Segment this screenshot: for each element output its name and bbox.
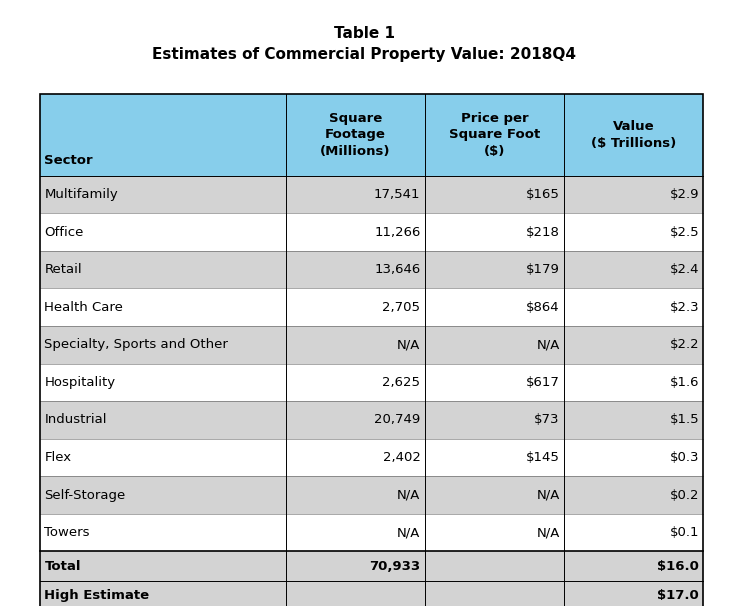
Text: 2,705: 2,705 [383,301,421,314]
Text: 11,266: 11,266 [374,225,421,239]
Text: N/A: N/A [537,338,560,351]
Text: Industrial: Industrial [44,413,107,427]
Text: $2.2: $2.2 [669,338,699,351]
Bar [40,364,703,401]
Text: $0.3: $0.3 [670,451,699,464]
Text: 70,933: 70,933 [370,559,421,573]
Text: Specialty, Sports and Other: Specialty, Sports and Other [44,338,228,351]
Bar [40,551,703,581]
Text: N/A: N/A [397,488,421,502]
Bar [40,176,703,213]
Text: Sector: Sector [44,155,93,167]
Text: Hospitality: Hospitality [44,376,116,389]
Text: Towers: Towers [44,526,90,539]
Text: 2,402: 2,402 [383,451,421,464]
Bar [40,581,703,606]
Text: Estimates of Commercial Property Value: 2018Q4: Estimates of Commercial Property Value: … [152,47,577,62]
Text: High Estimate: High Estimate [44,588,149,602]
Bar [40,251,703,288]
Text: Square
Footage
(Millions): Square Footage (Millions) [320,112,391,158]
Text: $17.0: $17.0 [658,588,699,602]
Text: Flex: Flex [44,451,71,464]
Text: N/A: N/A [537,526,560,539]
Text: $1.5: $1.5 [669,413,699,427]
Text: N/A: N/A [397,338,421,351]
Text: 20,749: 20,749 [374,413,421,427]
Text: $0.1: $0.1 [670,526,699,539]
Text: 2,625: 2,625 [383,376,421,389]
Text: $145: $145 [526,451,560,464]
Bar [40,514,703,551]
Text: Value
($ Trillions): Value ($ Trillions) [591,120,677,150]
Text: $0.2: $0.2 [670,488,699,502]
Text: N/A: N/A [537,488,560,502]
Text: $179: $179 [526,263,560,276]
Bar [40,439,703,476]
Text: $2.4: $2.4 [670,263,699,276]
Bar [40,213,703,251]
Text: 17,541: 17,541 [374,188,421,201]
Text: N/A: N/A [397,526,421,539]
Text: $2.5: $2.5 [669,225,699,239]
Text: $73: $73 [534,413,560,427]
Text: $864: $864 [526,301,560,314]
Bar [40,401,703,439]
Text: Table 1: Table 1 [334,26,395,41]
Text: Multifamily: Multifamily [44,188,118,201]
Text: $2.9: $2.9 [670,188,699,201]
Text: $16.0: $16.0 [658,559,699,573]
Text: Health Care: Health Care [44,301,123,314]
Text: $218: $218 [526,225,560,239]
Bar [40,94,703,176]
Text: $1.6: $1.6 [670,376,699,389]
Bar [40,476,703,514]
Text: Retail: Retail [44,263,82,276]
Text: Price per
Square Foot
($): Price per Square Foot ($) [449,112,540,158]
Text: $165: $165 [526,188,560,201]
Text: Self-Storage: Self-Storage [44,488,125,502]
Text: Total: Total [44,559,81,573]
Bar [40,326,703,364]
Text: 13,646: 13,646 [374,263,421,276]
Text: $617: $617 [526,376,560,389]
Bar [40,94,703,606]
Text: $2.3: $2.3 [669,301,699,314]
Bar [40,288,703,326]
Text: Office: Office [44,225,84,239]
